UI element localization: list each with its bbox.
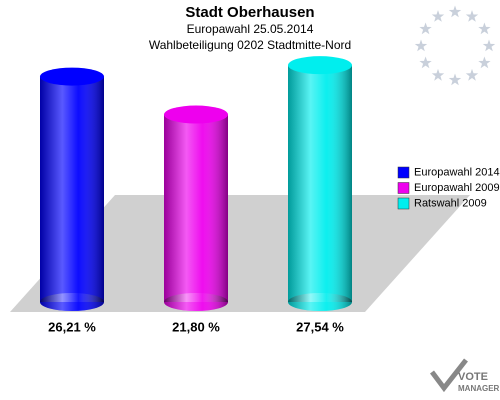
legend-swatch bbox=[397, 166, 410, 179]
bar bbox=[288, 56, 352, 311]
star bbox=[482, 39, 496, 52]
logo-check bbox=[430, 358, 468, 393]
logo-text: VOTE bbox=[458, 371, 488, 383]
bar bbox=[40, 67, 104, 311]
legend-swatch bbox=[397, 197, 410, 210]
bar-body-shade bbox=[40, 76, 104, 303]
logo: VOTE MANAGER bbox=[430, 358, 500, 393]
star bbox=[414, 39, 428, 52]
star bbox=[465, 10, 479, 22]
legend-label: Ratswahl 2009 bbox=[414, 197, 487, 209]
legend-swatch bbox=[397, 182, 410, 194]
star bbox=[419, 22, 432, 35]
star bbox=[478, 22, 491, 35]
eu-stars bbox=[414, 5, 496, 86]
chart-subtitle: Europawahl 25.05.2014 bbox=[187, 22, 314, 36]
star bbox=[448, 73, 462, 86]
star bbox=[448, 5, 462, 18]
bar-body-shade bbox=[164, 114, 228, 303]
bar-top bbox=[288, 56, 352, 75]
value-label: 26,21 % bbox=[48, 319, 96, 334]
star bbox=[478, 56, 491, 69]
bar bbox=[164, 105, 228, 311]
star bbox=[431, 68, 445, 81]
bar-body-shade bbox=[288, 65, 352, 302]
legend-label: Europawahl 2009 bbox=[414, 182, 500, 194]
chart-subtitle: Wahlbeteiligung 0202 Stadtmitte-Nord bbox=[149, 38, 351, 52]
star bbox=[431, 10, 445, 22]
legend-label: Europawahl 2014 bbox=[414, 166, 500, 178]
bar-top bbox=[164, 105, 228, 124]
star bbox=[419, 56, 432, 69]
chart-title: Stadt Oberhausen bbox=[185, 4, 314, 21]
star bbox=[465, 68, 479, 81]
value-label: 27,54 % bbox=[296, 319, 344, 334]
bar-top bbox=[40, 67, 104, 86]
value-label: 21,80 % bbox=[172, 319, 220, 334]
logo-text: MANAGER bbox=[458, 384, 500, 393]
floor bbox=[10, 195, 470, 312]
